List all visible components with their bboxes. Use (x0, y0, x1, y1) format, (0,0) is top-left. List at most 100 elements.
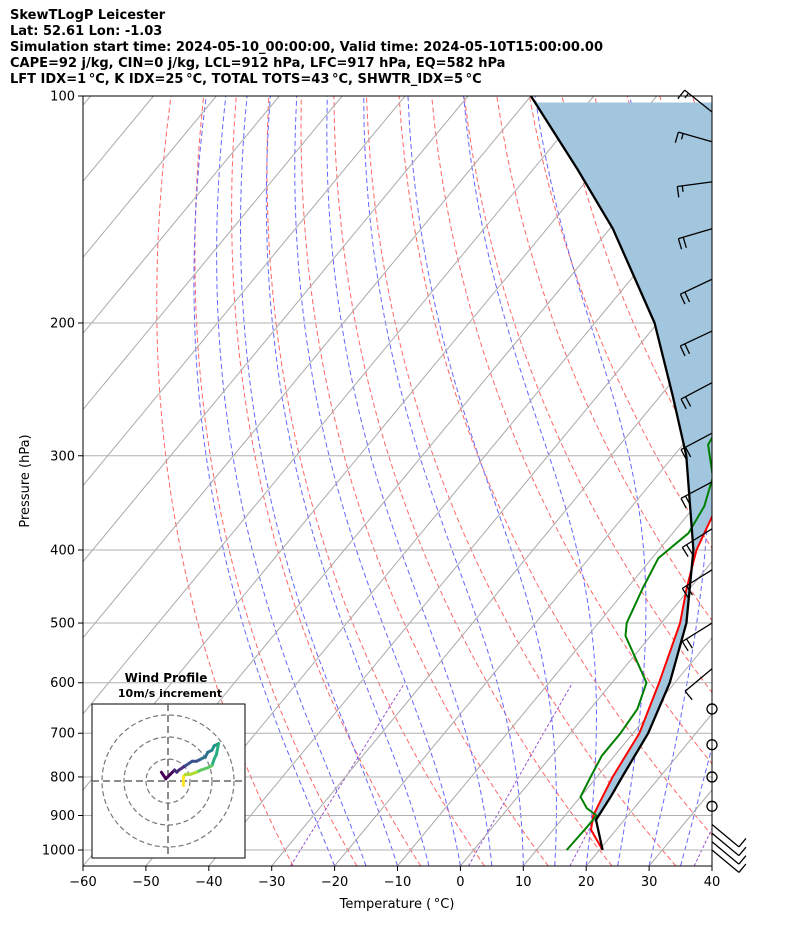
moist-adiabat (534, 96, 647, 866)
wind-barb (677, 181, 713, 188)
x-axis-label: Temperature ( °C) (339, 897, 455, 912)
dry-adiabat (366, 96, 677, 866)
y-tick-label: 400 (50, 543, 75, 558)
x-tick-label: 20 (578, 875, 595, 890)
isotherm-line (83, 96, 217, 259)
isotherm-line (585, 713, 712, 866)
mixing-ratio-line (569, 682, 668, 866)
wind-barb (678, 131, 713, 143)
wind-barb-flag (679, 293, 686, 305)
wind-barb-flag (686, 585, 693, 596)
y-tick-label: 500 (50, 617, 75, 632)
x-tick-label: −60 (69, 875, 96, 890)
axis-ticks: −60 −50 −40 −30 −20 −10 0 10 20 30 40 1000 900 800 700… (42, 90, 720, 891)
isotherm-line (334, 408, 712, 866)
mixing-ratio-line (290, 682, 406, 866)
wind-barb-flag (738, 863, 747, 873)
x-tick-label: 40 (704, 875, 721, 890)
isotherm-line (83, 96, 280, 335)
isotherm-line (83, 96, 532, 639)
wind-barb-flag (681, 547, 689, 558)
y-tick-label: 300 (50, 449, 75, 464)
y-tick-label: 600 (50, 676, 75, 691)
x-tick-label: −10 (384, 875, 411, 890)
y-tick-label: 1000 (42, 844, 75, 859)
y-tick-label: 800 (50, 770, 75, 785)
dry-adiabat (300, 96, 549, 866)
parcel-line (529, 96, 695, 851)
wind-barb-flag (738, 855, 747, 865)
location-text: Lat: 52.61 Lon: -1.03 (10, 24, 163, 39)
indices-line-1: CAPE=92 j/kg, CIN=0 j/kg, LCL=912 hPa, L… (10, 56, 506, 71)
wind-barb-flag (677, 238, 683, 250)
x-tick-label: 30 (641, 875, 658, 890)
plot-area (83, 96, 794, 866)
mixing-ratio-line (693, 827, 712, 866)
y-tick-label: 100 (50, 90, 75, 105)
moist-adiabat (363, 96, 524, 866)
x-tick-label: −30 (258, 875, 285, 890)
wind-barbs (674, 89, 747, 873)
wind-barb-flag (674, 131, 679, 143)
wind-barb-flag (684, 690, 693, 701)
dry-adiabat (333, 96, 613, 866)
wind-barb-flag (684, 495, 692, 507)
dry-adiabat (398, 96, 712, 836)
isotherm-line (83, 96, 469, 563)
moist-adiabat (239, 96, 398, 866)
hodograph-ring (101, 714, 235, 848)
wind-barb (680, 330, 713, 347)
wind-barb-flag (676, 186, 680, 198)
x-tick-label: 0 (456, 875, 464, 890)
wind-barb-flag (679, 345, 686, 357)
dry-adiabat (790, 96, 794, 866)
wind-barb-flag (681, 641, 689, 652)
wind-barb (680, 382, 713, 400)
y-tick-label: 700 (50, 727, 75, 742)
calm-wind-marker (706, 703, 718, 715)
wind-barb-flag (681, 588, 689, 599)
moist-adiabat (711, 864, 712, 866)
wind-barb-flag (681, 185, 684, 192)
isotherm-line (208, 256, 712, 866)
wind-barb-flag (677, 89, 686, 100)
wind-barb (711, 841, 740, 865)
wind-barb-flag (680, 398, 687, 410)
calm-wind-marker (706, 771, 718, 783)
wind-barb-flag (738, 838, 747, 848)
x-tick-label: −20 (321, 875, 348, 890)
wind-barb-flag (684, 446, 692, 458)
y-axis-label: Pressure (hPa) (18, 434, 33, 527)
dewpoint-line (565, 435, 712, 851)
y-tick-label: 200 (50, 316, 75, 331)
wind-barb (684, 89, 713, 113)
wind-barb (681, 569, 713, 589)
isotherm-line (83, 96, 595, 715)
dry-adiabat (725, 96, 794, 866)
wind-barb-flag (680, 498, 687, 509)
wind-barb-flag (686, 638, 693, 649)
moist-adiabat (294, 96, 461, 866)
wind-barb (680, 481, 713, 499)
wind-barb (678, 228, 713, 240)
isotherm-line (83, 96, 406, 487)
chart-header: SkewTLogP Leicester Lat: 52.61 Lon: -1.0… (10, 8, 603, 88)
isotherm-line (522, 636, 712, 866)
moist-adiabat (193, 96, 336, 866)
hodograph-subtitle: 10m/s increment (118, 687, 222, 700)
wind-barb-flag (686, 544, 693, 555)
wind-barb-flag (680, 133, 684, 140)
isotherm-line (83, 96, 343, 411)
wind-barb-flag (684, 92, 690, 99)
wind-barb (711, 849, 740, 873)
dry-adiabat (231, 96, 422, 866)
time-text: Simulation start time: 2024-05-10_00:00:… (10, 40, 603, 55)
isotherm-line (711, 865, 712, 866)
indices-line-2: LFT IDX=1 °C, K IDX=25 °C, TOTAL TOTS=43… (10, 72, 482, 87)
wind-barb-flag (738, 846, 747, 857)
y-tick-label: 900 (50, 809, 75, 824)
wind-barb (680, 278, 713, 295)
moist-adiabat (265, 96, 430, 866)
chart-title: SkewTLogP Leicester (10, 8, 166, 23)
